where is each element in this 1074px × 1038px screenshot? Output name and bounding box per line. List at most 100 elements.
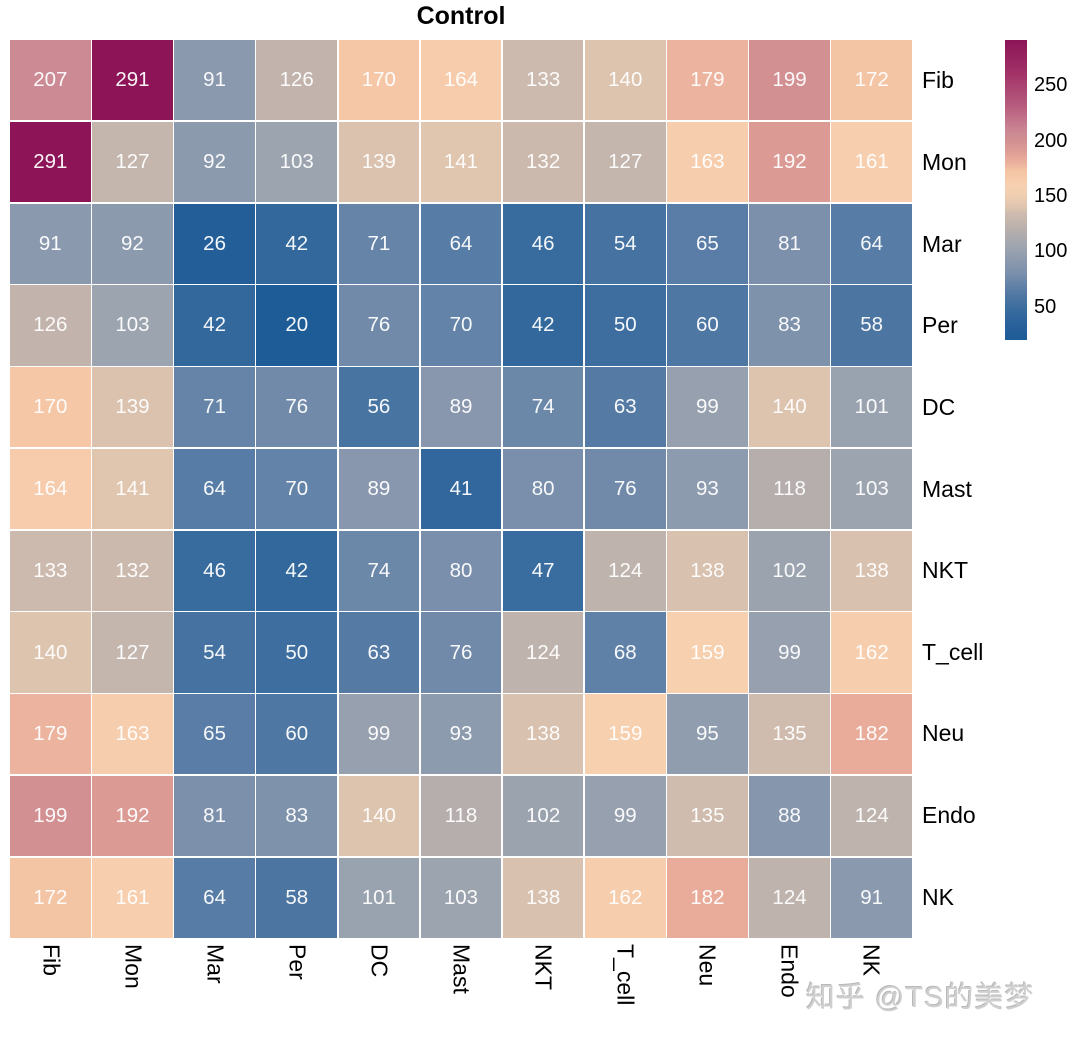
heatmap-cell: 68: [584, 612, 666, 693]
row-label: NKT: [922, 557, 968, 584]
heatmap-cell: 133: [502, 40, 584, 121]
heatmap-cell: 182: [831, 694, 912, 775]
heatmap-cell: 46: [174, 530, 255, 611]
heatmap-cell: 63: [338, 612, 420, 693]
heatmap-cell: 140: [338, 775, 420, 857]
heatmap-cell: 138: [502, 694, 584, 775]
column-label: T_cell: [612, 944, 639, 1006]
row-label: Fib: [922, 67, 954, 94]
row-label: T_cell: [922, 638, 984, 665]
heatmap-cell: 76: [420, 612, 502, 693]
heatmap-cell: 101: [338, 857, 420, 938]
heatmap-cell: 92: [92, 203, 173, 284]
heatmap-cell: 164: [10, 448, 91, 530]
heatmap-cell: 80: [420, 530, 502, 611]
heatmap-cell: 161: [831, 121, 912, 203]
column-label: Mon: [120, 944, 147, 989]
heatmap-cell: 81: [174, 775, 255, 857]
heatmap-cell: 140: [584, 40, 666, 121]
heatmap-cell: 132: [92, 530, 173, 611]
column-label: DC: [366, 944, 393, 978]
heatmap-cell: 192: [749, 121, 830, 203]
heatmap-cell: 124: [502, 612, 584, 693]
column-label: Fib: [38, 944, 65, 976]
row-label: Endo: [922, 802, 976, 829]
heatmap-cell: 83: [256, 775, 338, 857]
heatmap-cell: 182: [667, 857, 748, 938]
heatmap-cell: 83: [749, 285, 830, 366]
heatmap-cell: 65: [667, 203, 748, 284]
column-label: Mar: [202, 944, 229, 984]
row-label: Mar: [922, 230, 962, 257]
heatmap-cell: 92: [174, 121, 255, 203]
chart-title: Control: [416, 2, 506, 30]
heatmap-cell: 103: [92, 285, 173, 366]
row-axis-labels: Fib Mon Mar Per DC Mast NKT T_cell Neu Endo NK: [922, 40, 1042, 938]
heatmap-cell: 162: [831, 612, 912, 693]
heatmap-cell: 81: [749, 203, 830, 284]
heatmap-cell: 76: [338, 285, 420, 366]
column-label: Mast: [448, 944, 475, 994]
heatmap-cell: 89: [338, 448, 420, 530]
heatmap-cell: 124: [831, 775, 912, 857]
heatmap-cell: 103: [420, 857, 502, 938]
heatmap-cell: 172: [10, 857, 91, 938]
row-label: NK: [922, 883, 954, 910]
column-label: NK: [858, 944, 885, 976]
column-axis-labels: Fib Mon Mar Per DC Mast NKT T_cell Neu Endo NK: [10, 944, 912, 1038]
heatmap-cell: 126: [256, 40, 338, 121]
heatmap-cell: 135: [667, 775, 748, 857]
heatmap-cell: 138: [667, 530, 748, 611]
heatmap-cell: 162: [584, 857, 666, 938]
heatmap-cell: 64: [174, 448, 255, 530]
heatmap-cell: 71: [174, 367, 255, 448]
heatmap-cell: 88: [749, 775, 830, 857]
heatmap-cell: 159: [667, 612, 748, 693]
row-label: Neu: [922, 720, 965, 747]
heatmap-cell: 89: [420, 367, 502, 448]
heatmap-cell: 91: [174, 40, 255, 121]
heatmap-cell: 50: [584, 285, 666, 366]
heatmap-cell: 127: [92, 612, 173, 693]
heatmap-cell: 127: [92, 121, 173, 203]
heatmap-cell: 118: [420, 775, 502, 857]
heatmap-cell: 141: [92, 448, 173, 530]
row-label: Mon: [922, 148, 967, 175]
heatmap-cell: 26: [174, 203, 255, 284]
heatmap-cell: 102: [749, 530, 830, 611]
heatmap-cell: 99: [338, 694, 420, 775]
column-label: NKT: [530, 944, 557, 990]
heatmap-cell: 140: [749, 367, 830, 448]
heatmap-cell: 60: [256, 694, 338, 775]
heatmap-cell: 163: [667, 121, 748, 203]
watermark: 知乎 @TS的美梦: [806, 982, 1035, 1014]
row-label: Mast: [922, 475, 972, 502]
heatmap-cell: 91: [831, 857, 912, 938]
heatmap-cell: 54: [584, 203, 666, 284]
heatmap-cell: 71: [338, 203, 420, 284]
heatmap-cell: 127: [584, 121, 666, 203]
heatmap-cell: 126: [10, 285, 91, 366]
heatmap-cell: 172: [831, 40, 912, 121]
heatmap-cell: 60: [667, 285, 748, 366]
heatmap-cell: 70: [256, 448, 338, 530]
heatmap-cell: 58: [831, 285, 912, 366]
row-label: Per: [922, 312, 958, 339]
heatmap-cell: 207: [10, 40, 91, 121]
heatmap-cell: 179: [667, 40, 748, 121]
heatmap-cell: 95: [667, 694, 748, 775]
heatmap-cell: 132: [502, 121, 584, 203]
heatmap-cell: 80: [502, 448, 584, 530]
heatmap-cell: 93: [667, 448, 748, 530]
heatmap-cell: 58: [256, 857, 338, 938]
heatmap-cell: 91: [10, 203, 91, 284]
heatmap-cell: 139: [92, 367, 173, 448]
column-label: Per: [284, 944, 311, 980]
heatmap-cell: 161: [92, 857, 173, 938]
heatmap-cell: 76: [584, 448, 666, 530]
heatmap-cell: 65: [174, 694, 255, 775]
heatmap-cell: 46: [502, 203, 584, 284]
heatmap-cell: 64: [174, 857, 255, 938]
column-label: Endo: [776, 944, 803, 998]
